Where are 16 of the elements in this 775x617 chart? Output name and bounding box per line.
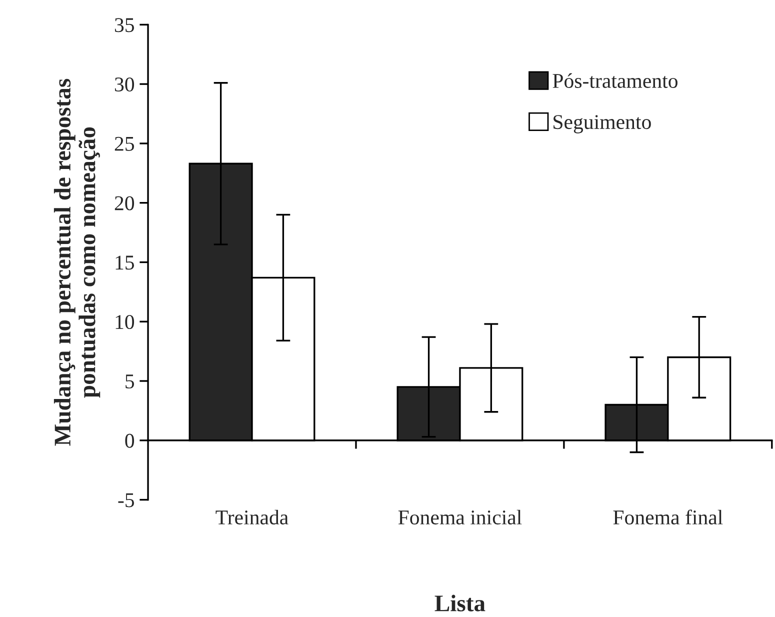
y-axis-title: Mudança no percentual de respostas pontuadas como nomeação — [54, 78, 100, 446]
legend-label: Seguimento — [554, 115, 651, 134]
x-axis-title: Lista — [434, 594, 486, 612]
x-tick-label: Treinada — [216, 510, 288, 524]
y-tick-label: 5 — [126, 374, 134, 388]
y-tick-label: 10 — [116, 314, 134, 330]
x-tick-label: Fonema final — [613, 510, 723, 524]
y-tick-label: -5 — [118, 493, 134, 508]
legend-label: Pós-tratamento — [552, 73, 678, 88]
x-tick-label: Fonema inicial — [398, 510, 522, 524]
y-tick-label: 25 — [114, 136, 134, 151]
y-tick-label: 15 — [116, 256, 134, 270]
y-tick-label: 0 — [125, 434, 134, 448]
y-tick-label: 30 — [114, 77, 134, 92]
y-tick-label: 20 — [114, 196, 134, 210]
y-tick-label: 35 — [114, 18, 134, 32]
